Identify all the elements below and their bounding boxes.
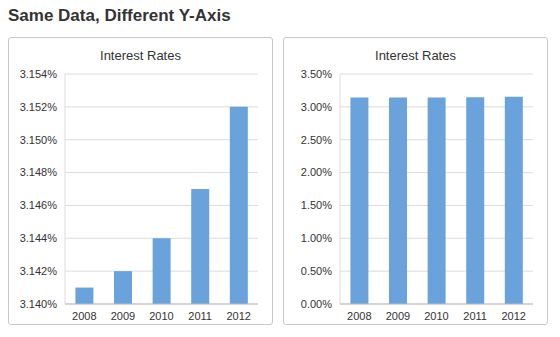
svg-text:3.140%: 3.140% [20, 298, 58, 310]
svg-text:2012: 2012 [501, 310, 525, 322]
svg-text:2008: 2008 [72, 310, 96, 322]
svg-text:0.00%: 0.00% [301, 298, 332, 310]
svg-text:3.144%: 3.144% [20, 232, 58, 244]
svg-text:2.00%: 2.00% [301, 166, 332, 178]
svg-text:3.146%: 3.146% [20, 199, 58, 211]
svg-text:1.00%: 1.00% [301, 232, 332, 244]
svg-text:2009: 2009 [111, 310, 135, 322]
svg-text:2009: 2009 [386, 310, 410, 322]
svg-text:2012: 2012 [226, 310, 250, 322]
svg-text:3.00%: 3.00% [301, 101, 332, 113]
svg-text:2008: 2008 [347, 310, 371, 322]
svg-text:1.50%: 1.50% [301, 199, 332, 211]
html-text:Interest Rates: Interest Rates [100, 48, 181, 63]
svg-text:2.50%: 2.50% [301, 134, 332, 146]
svg-text:2010: 2010 [424, 310, 448, 322]
svg-text:2011: 2011 [463, 310, 487, 322]
svg-text:2011: 2011 [188, 310, 212, 322]
svg-text:2010: 2010 [149, 310, 173, 322]
svg-text:3.150%: 3.150% [20, 134, 58, 146]
html-text:Interest Rates: Interest Rates [375, 48, 456, 63]
html-text:Same Data, Different Y-Axis: Same Data, Different Y-Axis [8, 6, 231, 25]
svg-text:3.154%: 3.154% [20, 68, 58, 80]
svg-text:3.50%: 3.50% [301, 68, 332, 80]
svg-text:0.50%: 0.50% [301, 265, 332, 277]
svg-text:3.152%: 3.152% [20, 101, 58, 113]
svg-text:3.142%: 3.142% [20, 265, 58, 277]
svg-text:3.148%: 3.148% [20, 166, 58, 178]
